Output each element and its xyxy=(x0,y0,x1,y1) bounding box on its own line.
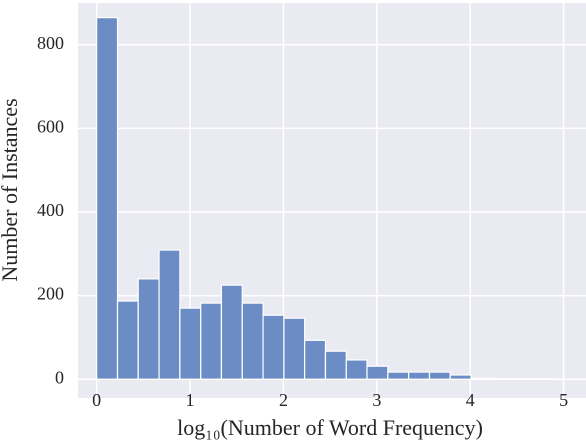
bar xyxy=(180,308,201,379)
y-tick-label: 800 xyxy=(37,33,64,53)
bar xyxy=(201,303,222,379)
bar xyxy=(242,303,263,379)
bar xyxy=(367,366,388,379)
bar xyxy=(118,301,139,379)
y-tick-label: 0 xyxy=(55,367,64,387)
x-axis-label: log₁₀(Number of Word Frequency) xyxy=(177,415,483,440)
bar xyxy=(450,375,471,379)
x-tick-label: 1 xyxy=(186,390,195,410)
bar xyxy=(159,250,180,379)
x-tick-label: 3 xyxy=(372,390,381,410)
bar xyxy=(97,18,118,380)
x-tick-label: 0 xyxy=(92,390,101,410)
bar xyxy=(346,360,367,379)
x-tick-label: 4 xyxy=(466,390,475,410)
y-tick-label: 600 xyxy=(37,117,64,137)
bar xyxy=(305,340,326,379)
y-axis-label: Number of Instances xyxy=(0,98,22,281)
x-tick-label: 2 xyxy=(279,390,288,410)
bar xyxy=(221,285,242,379)
bar xyxy=(138,279,159,379)
bar xyxy=(409,372,430,379)
y-tick-label: 400 xyxy=(37,200,64,220)
bar xyxy=(429,372,450,379)
y-tick-label: 200 xyxy=(37,284,64,304)
bar xyxy=(284,318,305,379)
bar xyxy=(388,372,409,379)
bar xyxy=(471,378,492,379)
bar xyxy=(325,351,346,379)
bar xyxy=(263,315,284,379)
x-tick-label: 5 xyxy=(559,390,568,410)
